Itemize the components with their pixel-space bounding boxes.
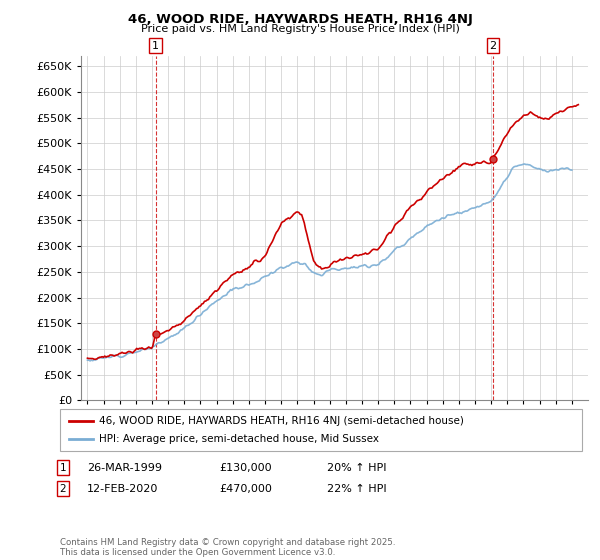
Text: 20% ↑ HPI: 20% ↑ HPI (327, 463, 386, 473)
Text: 46, WOOD RIDE, HAYWARDS HEATH, RH16 4NJ (semi-detached house): 46, WOOD RIDE, HAYWARDS HEATH, RH16 4NJ … (99, 416, 464, 426)
Text: 26-MAR-1999: 26-MAR-1999 (87, 463, 162, 473)
Text: 46, WOOD RIDE, HAYWARDS HEATH, RH16 4NJ: 46, WOOD RIDE, HAYWARDS HEATH, RH16 4NJ (128, 13, 472, 26)
Text: 1: 1 (59, 463, 67, 473)
Text: 22% ↑ HPI: 22% ↑ HPI (327, 484, 386, 494)
Text: 2: 2 (490, 41, 497, 50)
Text: £130,000: £130,000 (219, 463, 272, 473)
Text: Price paid vs. HM Land Registry's House Price Index (HPI): Price paid vs. HM Land Registry's House … (140, 24, 460, 34)
Text: HPI: Average price, semi-detached house, Mid Sussex: HPI: Average price, semi-detached house,… (99, 434, 379, 444)
Text: 12-FEB-2020: 12-FEB-2020 (87, 484, 158, 494)
Text: 2: 2 (59, 484, 67, 494)
Text: 1: 1 (152, 41, 159, 50)
Text: Contains HM Land Registry data © Crown copyright and database right 2025.
This d: Contains HM Land Registry data © Crown c… (60, 538, 395, 557)
Text: £470,000: £470,000 (219, 484, 272, 494)
